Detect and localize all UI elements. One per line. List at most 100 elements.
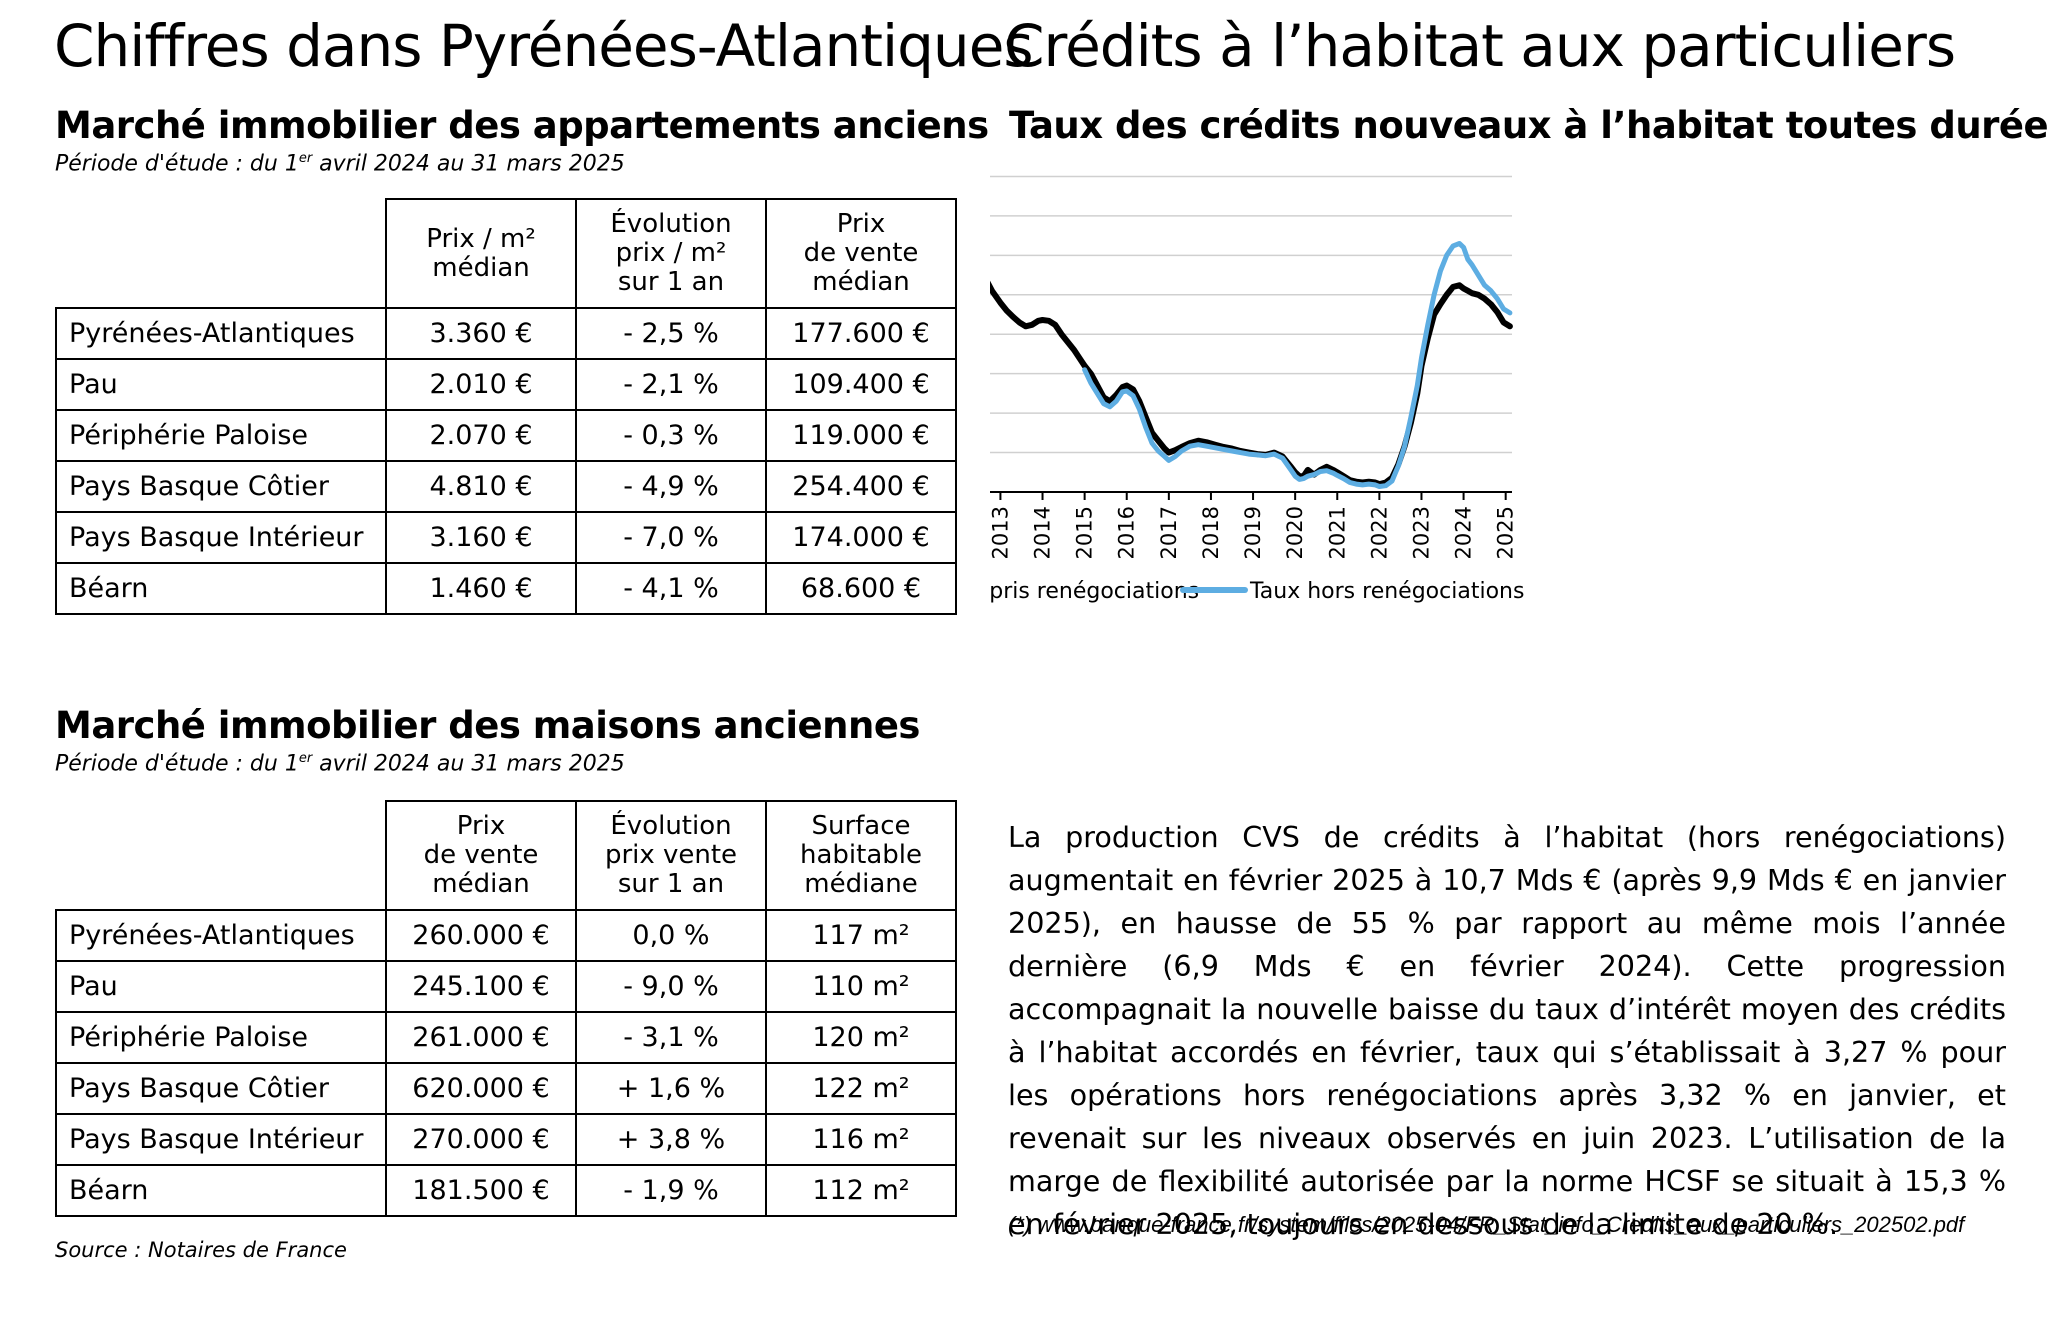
row-value-c2: + 3,8 % — [575, 1113, 767, 1166]
row-value-c2: - 1,9 % — [575, 1164, 767, 1217]
houses-study-period: Période d'étude : du 1er avril 2024 au 3… — [55, 751, 625, 776]
legend-label: Taux hors renégociations — [1249, 579, 1524, 604]
row-value-c2: - 2,5 % — [575, 307, 767, 360]
header-line: de vente — [803, 238, 919, 268]
header-line: prix / m² — [615, 238, 727, 268]
commentary-paragraph: La production CVS de crédits à l’habitat… — [1008, 820, 2006, 1241]
table-row: Périphérie Paloise 2.070 € - 0,3 % 119.000 … — [55, 409, 957, 462]
row-value-c1: 181.500 € — [385, 1164, 577, 1217]
blank-header-cell — [56, 199, 386, 308]
row-value-c2: - 0,3 % — [575, 409, 767, 462]
x-tick-label: 2016 — [1115, 506, 1139, 559]
table-header-row: Prix / m² médian Évolution prix / m² sur 1 … — [56, 198, 957, 309]
header-sale-price-evolution: Évolution prix vente sur 1 an — [575, 800, 767, 911]
header-median-sale-price: Prix de vente médian — [385, 800, 577, 911]
table-row: Pau 245.100 € - 9,0 % 110 m² — [55, 960, 957, 1013]
table-row: Pays Basque Intérieur 3.160 € - 7,0 % 174.0… — [55, 511, 957, 564]
header-line: médian — [432, 252, 530, 283]
chart-legend: Taux y compris renégociations Taux hors r… — [990, 579, 1524, 604]
row-region-name: Pau — [55, 960, 387, 1013]
row-region-name: Pyrénées-Atlantiques — [55, 307, 387, 360]
row-value-c1: 4.810 € — [385, 460, 577, 513]
row-value-c2: - 9,0 % — [575, 960, 767, 1013]
period-sup: er — [298, 751, 313, 766]
header-line: prix vente — [604, 840, 738, 870]
header-line: médiane — [804, 869, 918, 899]
row-value-c3: 254.400 € — [765, 460, 957, 513]
x-tick-label: 2021 — [1325, 506, 1349, 559]
x-tick-label: 2019 — [1241, 506, 1265, 559]
x-tick-label: 2014 — [1031, 506, 1055, 559]
left-page-title: Chiffres dans Pyrénées-Atlantiques — [54, 12, 1034, 80]
series-line-1 — [1082, 241, 1513, 489]
houses-table: Prix de vente médian Évolution prix vente su… — [55, 800, 957, 1217]
source-footnote: (*) www.banque-france.fr/system/files/20… — [1008, 1212, 1965, 1237]
row-region-name: Béarn — [55, 562, 387, 615]
header-price-evolution: Évolution prix / m² sur 1 an — [575, 198, 767, 309]
row-value-c1: 3.360 € — [385, 307, 577, 360]
x-tick-label: 2013 — [990, 506, 1012, 559]
table-row: Pays Basque Côtier 620.000 € + 1,6 % 122 m² — [55, 1062, 957, 1115]
header-median-sale-price: Prix de vente médian — [765, 198, 957, 309]
row-value-c3: 174.000 € — [765, 511, 957, 564]
chart-title-text: Taux des crédits nouveaux à l’habitat to… — [1009, 104, 2048, 147]
row-value-c3: 109.400 € — [765, 358, 957, 411]
table-row: Béarn 1.460 € - 4,1 % 68.600 € — [55, 562, 957, 615]
row-value-c1: 620.000 € — [385, 1062, 577, 1115]
header-line: Prix / m² — [426, 223, 536, 254]
row-value-c1: 270.000 € — [385, 1113, 577, 1166]
period-prefix: Période d'étude : du 1 — [55, 751, 299, 777]
header-line: Prix — [456, 811, 506, 841]
x-tick-label: 2017 — [1157, 506, 1181, 559]
header-line: habitable — [800, 840, 922, 870]
x-tick-label: 2022 — [1367, 506, 1391, 559]
row-value-c2: - 7,0 % — [575, 511, 767, 564]
table-row: Pau 2.010 € - 2,1 % 109.400 € — [55, 358, 957, 411]
row-value-c1: 261.000 € — [385, 1011, 577, 1064]
header-line: de vente — [423, 840, 539, 870]
row-value-c3: 112 m² — [765, 1164, 957, 1217]
row-region-name: Pays Basque Côtier — [55, 1062, 387, 1115]
blank-header-cell — [56, 801, 386, 910]
row-value-c1: 3.160 € — [385, 511, 577, 564]
chart-title: Taux des crédits nouveaux à l’habitat to… — [1009, 104, 2048, 147]
x-tick-label: 2018 — [1199, 506, 1223, 559]
row-value-c3: 110 m² — [765, 960, 957, 1013]
header-median-living-area: Surface habitable médiane — [765, 800, 957, 911]
row-region-name: Périphérie Paloise — [55, 409, 387, 462]
row-value-c2: 0,0 % — [575, 909, 767, 962]
period-suffix: avril 2024 au 31 mars 2025 — [312, 751, 625, 777]
row-value-c2: - 2,1 % — [575, 358, 767, 411]
x-tick-label: 2020 — [1283, 506, 1307, 559]
row-value-c3: 116 m² — [765, 1113, 957, 1166]
right-page-title: Crédits à l’habitat aux particuliers — [1004, 12, 1956, 80]
header-line: Évolution — [610, 811, 732, 841]
table-row: Pyrénées-Atlantiques 3.360 € - 2,5 % 177.60… — [55, 307, 957, 360]
row-value-c1: 260.000 € — [385, 909, 577, 962]
table-row: Pyrénées-Atlantiques 260.000 €0,0 % 117 m² — [55, 909, 957, 962]
table-row: Périphérie Paloise 261.000 € - 3,1 % 120 m² — [55, 1011, 957, 1064]
header-price-per-m2: Prix / m² médian — [385, 198, 577, 309]
row-region-name: Béarn — [55, 1164, 387, 1217]
period-prefix: Période d'étude : du 1 — [55, 151, 299, 177]
row-value-c3: 120 m² — [765, 1011, 957, 1064]
table-row: Béarn 181.500 € - 1,9 % 112 m² — [55, 1164, 957, 1217]
row-value-c1: 245.100 € — [385, 960, 577, 1013]
row-value-c2: + 1,6 % — [575, 1062, 767, 1115]
row-value-c1: 2.070 € — [385, 409, 577, 462]
row-value-c3: 68.600 € — [765, 562, 957, 615]
chart-series — [990, 241, 1513, 489]
x-tick-label: 2015 — [1073, 506, 1097, 559]
apartments-study-period: Période d'étude : du 1er avril 2024 au 3… — [55, 151, 625, 176]
x-tick-label: 2023 — [1409, 506, 1433, 559]
row-region-name: Pays Basque Intérieur — [55, 1113, 387, 1166]
header-line: Évolution — [610, 209, 732, 239]
header-line: sur 1 an — [617, 869, 725, 899]
row-value-c2: - 4,1 % — [575, 562, 767, 615]
row-value-c3: 117 m² — [765, 909, 957, 962]
header-line: Surface — [811, 811, 911, 841]
apartments-table: Prix / m² médian Évolution prix / m² sur 1 … — [55, 198, 957, 615]
header-line: Prix — [836, 209, 886, 239]
table-header-row: Prix de vente médian Évolution prix vente su… — [56, 800, 957, 911]
houses-section-title: Marché immobilier des maisons anciennes — [55, 704, 920, 747]
